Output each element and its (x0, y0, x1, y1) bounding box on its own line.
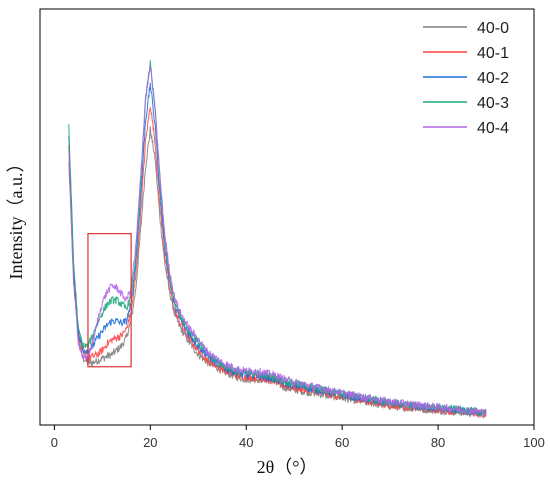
x-tick-label: 0 (51, 435, 58, 450)
x-axis: 0 20 40 60 80 100 (51, 425, 545, 450)
y-axis-title: Intensity（a.u.） (6, 155, 26, 280)
series-line-40-4 (68, 66, 487, 417)
legend: 40-0 40-1 40-2 40-3 40-4 (423, 20, 509, 137)
x-tick-label: 80 (431, 435, 445, 450)
x-tick-label: 100 (523, 435, 545, 450)
series-line-40-1 (68, 107, 487, 418)
legend-label: 40-4 (477, 120, 509, 137)
x-tick-label: 20 (143, 435, 157, 450)
legend-label: 40-3 (477, 95, 509, 112)
x-tick-label: 60 (335, 435, 349, 450)
series-layer (68, 60, 487, 419)
plot-frame (39, 8, 535, 426)
legend-label: 40-0 (477, 20, 509, 37)
x-tick-label: 40 (239, 435, 253, 450)
legend-label: 40-1 (477, 45, 509, 62)
x-axis-title: 2θ（°） (257, 457, 318, 477)
highlight-box (87, 233, 132, 368)
annotation-layer (87, 233, 132, 368)
legend-label: 40-2 (477, 70, 509, 87)
